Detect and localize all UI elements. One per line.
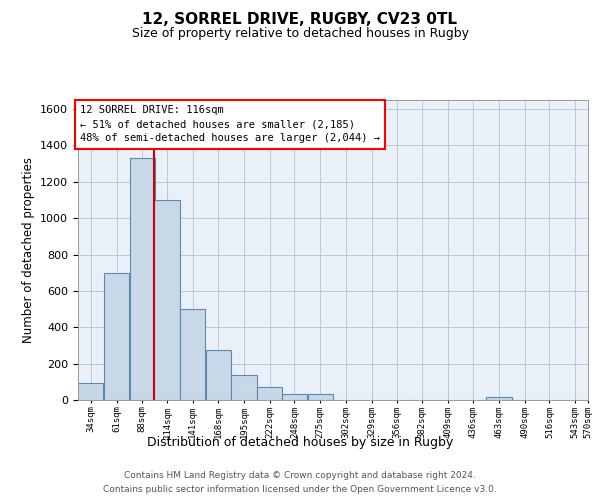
Text: Size of property relative to detached houses in Rugby: Size of property relative to detached ho… bbox=[131, 28, 469, 40]
Bar bbox=[206, 350, 231, 400]
Text: Distribution of detached houses by size in Rugby: Distribution of detached houses by size … bbox=[147, 436, 453, 449]
Bar bbox=[232, 376, 257, 400]
Bar bbox=[282, 394, 307, 400]
Bar bbox=[487, 398, 512, 400]
Bar bbox=[154, 200, 179, 400]
Bar bbox=[104, 272, 129, 400]
Bar bbox=[308, 394, 333, 400]
Text: 12, SORREL DRIVE, RUGBY, CV23 0TL: 12, SORREL DRIVE, RUGBY, CV23 0TL bbox=[143, 12, 458, 28]
Y-axis label: Number of detached properties: Number of detached properties bbox=[22, 157, 35, 343]
Bar bbox=[130, 158, 155, 400]
Text: Contains public sector information licensed under the Open Government Licence v3: Contains public sector information licen… bbox=[103, 484, 497, 494]
Bar bbox=[257, 388, 283, 400]
Bar bbox=[78, 382, 103, 400]
Text: Contains HM Land Registry data © Crown copyright and database right 2024.: Contains HM Land Registry data © Crown c… bbox=[124, 472, 476, 480]
Text: 12 SORREL DRIVE: 116sqm
← 51% of detached houses are smaller (2,185)
48% of semi: 12 SORREL DRIVE: 116sqm ← 51% of detache… bbox=[80, 106, 380, 144]
Bar bbox=[180, 309, 205, 400]
